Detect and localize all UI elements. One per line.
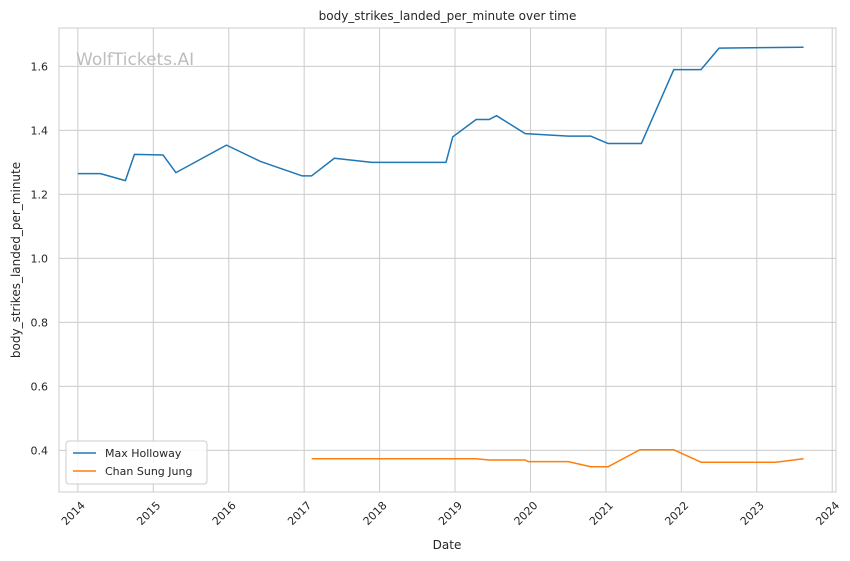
series-line-chan-sung-jung (311, 449, 804, 468)
y-tick-label: 1.6 (31, 60, 49, 73)
x-axis-label: Date (433, 538, 462, 552)
y-tick-label: 1.4 (31, 124, 49, 137)
y-tick-label: 1.2 (31, 188, 49, 201)
series-line-max-holloway (77, 46, 804, 182)
plot-frame (58, 27, 837, 493)
y-axis-label: body_strikes_landed_per_minute (9, 162, 23, 358)
series-layer (77, 46, 804, 468)
legend-box (65, 440, 208, 485)
legend-label-max-holloway: Max Holloway (105, 447, 182, 460)
y-tick-label: 0.4 (31, 444, 49, 457)
legend-label-chan-sung-jung: Chan Sung Jung (105, 465, 192, 478)
y-tick-label: 0.6 (31, 380, 49, 393)
y-tick-label: 0.8 (31, 316, 49, 329)
legend: Max Holloway Chan Sung Jung (65, 440, 208, 485)
watermark: WolfTickets.AI (76, 50, 194, 70)
y-tick-labels: 0.4 0.6 0.8 1.0 1.2 1.4 1.6 (31, 60, 49, 457)
grid-lines (59, 28, 836, 492)
chart-title: body_strikes_landed_per_minute over time (319, 9, 577, 23)
y-tick-label: 1.0 (31, 252, 49, 265)
